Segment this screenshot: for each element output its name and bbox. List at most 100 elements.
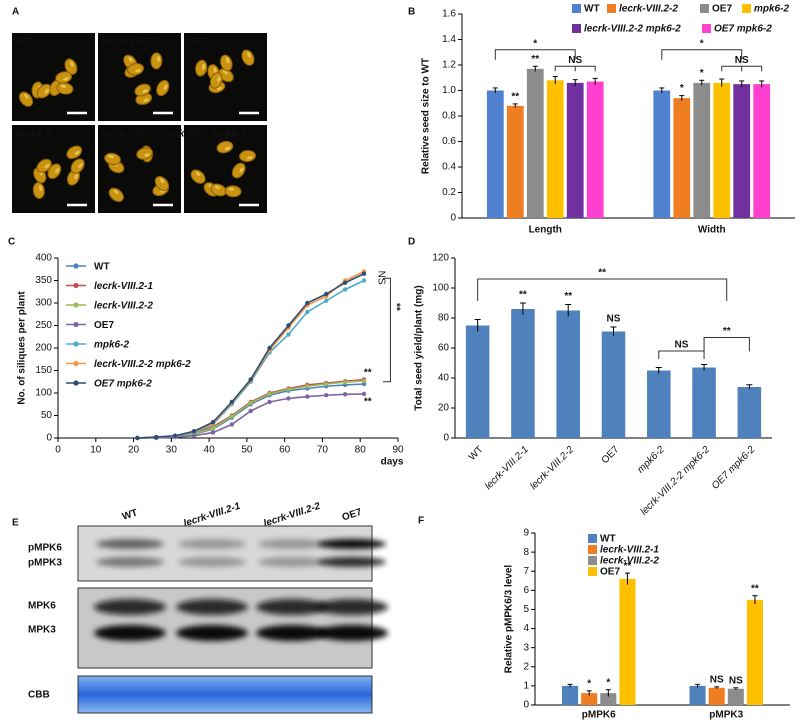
series-point (210, 420, 216, 425)
x-tick-label: WT (467, 444, 486, 463)
seed-highlight (60, 84, 67, 88)
bracket-label: * (533, 38, 537, 49)
x-tick-label: Length (529, 225, 562, 236)
bar (526, 68, 544, 218)
lane-label: OE7 (341, 507, 364, 524)
legend-label: lecrk-VIII.2-2 mpk6-2 (584, 24, 681, 35)
photo-label: lecrk-VIII.2-2 (102, 37, 161, 48)
legend-label: mpk6-2 (754, 4, 789, 15)
legend-marker (73, 302, 79, 308)
series-point (135, 435, 140, 441)
panel-letter: B (408, 7, 415, 18)
band (316, 625, 388, 641)
band (256, 599, 328, 615)
legend-label: OE7 (94, 320, 114, 331)
y-tick-label: 0 (443, 433, 449, 444)
seed (36, 83, 52, 99)
bar (692, 367, 716, 438)
x-tick-label: Width (698, 225, 726, 236)
y-tick-label: 1.4 (442, 34, 456, 45)
seed (127, 63, 144, 76)
bar (465, 325, 490, 438)
legend-label: WT (600, 534, 616, 545)
photo (184, 125, 267, 213)
significance: ** (624, 561, 632, 572)
lane-label: WT (121, 508, 139, 523)
blot (77, 675, 373, 714)
series-point (248, 400, 253, 406)
y-tick-label: 100 (35, 388, 52, 399)
y-axis-label: Total seed yield/plant (mg) (414, 285, 425, 410)
y-tick-label: 1.6 (442, 9, 456, 20)
seed-highlight (74, 173, 78, 180)
bracket (703, 337, 750, 352)
series-point (361, 381, 367, 387)
y-tick-label: 0.6 (442, 136, 456, 147)
band (176, 625, 248, 641)
y-axis-label: Relative seed size to WT (421, 58, 432, 174)
band-label: MPK6 (28, 601, 56, 612)
seed-highlight (247, 52, 251, 58)
legend-marker (73, 263, 79, 269)
band-label: CBB (28, 690, 50, 701)
seed (136, 147, 153, 160)
series-point (324, 381, 329, 387)
y-tick-label: 2 (523, 661, 529, 672)
seed-highlight (159, 178, 165, 184)
legend-label: OE7 mpk6-2 (94, 379, 152, 390)
series-point (305, 309, 310, 315)
y-tick-label: 0 (46, 433, 52, 444)
y-tick-label: 4 (523, 623, 529, 634)
y-tick-label: 40 (438, 373, 450, 384)
series-point (305, 394, 310, 399)
legend-label: lecrk-VIII.2-2 mpk6-2 (94, 359, 191, 370)
series-point (305, 384, 310, 389)
band (316, 599, 388, 615)
seed (108, 187, 124, 202)
seed (18, 91, 34, 107)
series-point (324, 393, 329, 398)
x-tick-label: mpk6-2 (635, 444, 667, 476)
y-tick-label: 120 (432, 253, 449, 264)
band (176, 599, 248, 615)
series-point (229, 399, 234, 405)
legend-marker (73, 321, 79, 328)
series-point (342, 392, 348, 397)
legend-label: lecrk-VIII.2-1 (600, 545, 659, 556)
band (178, 539, 246, 549)
panel-letter: A (12, 7, 19, 18)
seed-highlight (78, 163, 83, 169)
annotation: ** (364, 367, 372, 378)
seed-highlight (44, 88, 50, 94)
x-tick-label: pMPK6 (582, 710, 616, 721)
seed-highlight (70, 61, 74, 67)
series-point (361, 378, 367, 384)
bar (506, 105, 524, 218)
y-tick-label: 400 (35, 253, 52, 264)
band (318, 557, 386, 567)
series-point (361, 271, 367, 276)
photo-label: WT (16, 37, 32, 48)
seed-highlight (134, 69, 141, 73)
bar (653, 90, 671, 218)
bar (586, 81, 604, 218)
seed (241, 49, 255, 66)
series-point (286, 332, 291, 337)
y-axis-label: Relative pMPK6/3 level (504, 565, 515, 674)
seed (36, 158, 52, 173)
seed (150, 52, 163, 70)
annotation: ** (390, 303, 401, 311)
legend-label: OE7 mpk6-2 (714, 24, 772, 35)
bracket-label: NS (735, 55, 749, 66)
significance: NS (710, 674, 724, 685)
legend-label: lecrk-VIII.2-1 (94, 281, 153, 292)
seed (70, 158, 85, 174)
y-tick-label: 0.2 (442, 187, 456, 198)
band (258, 557, 326, 567)
x-tick-label: 0 (55, 445, 61, 456)
y-tick-label: 9 (523, 528, 529, 539)
lane-label: lecrk-VIII.2-1 (182, 501, 242, 530)
y-tick-label: 8 (523, 547, 529, 558)
significance: NS (729, 675, 743, 686)
x-tick-label: 60 (279, 445, 291, 456)
